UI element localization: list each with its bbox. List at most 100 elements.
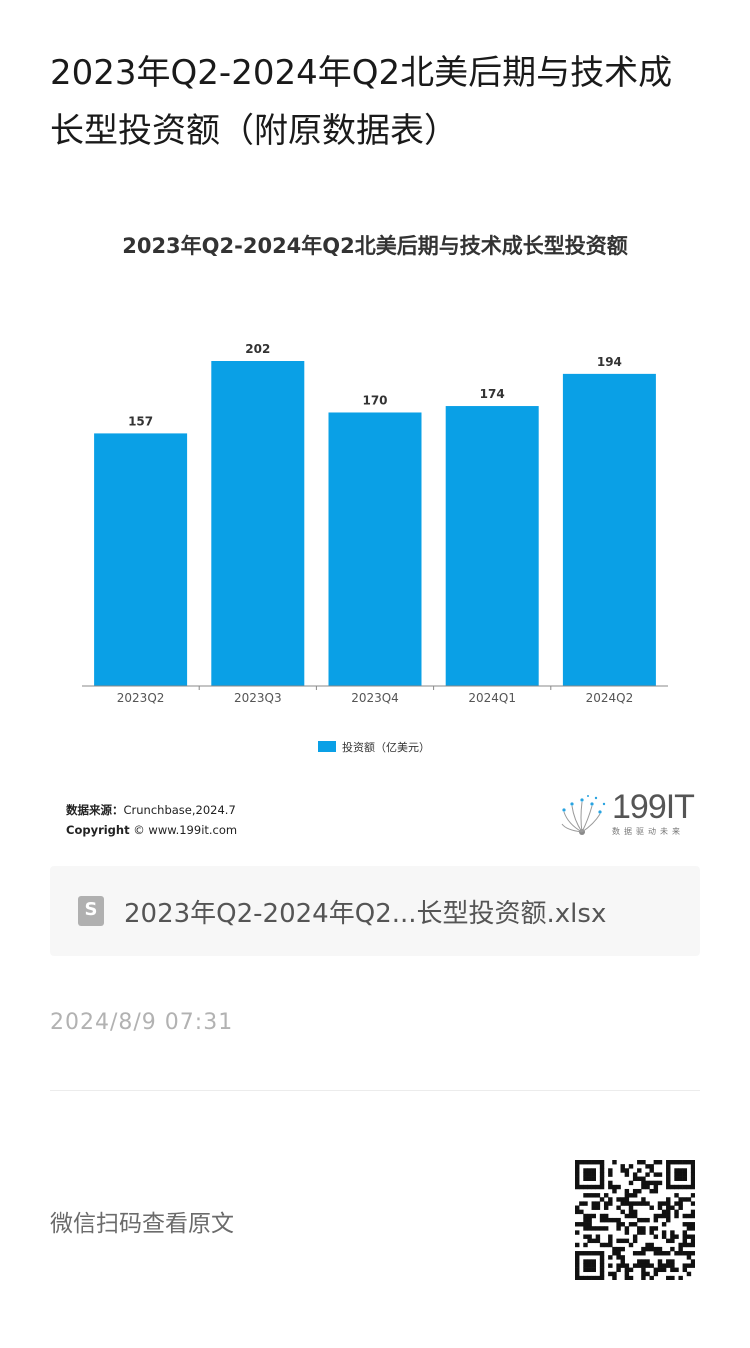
qr-module (591, 1226, 596, 1231)
qr-module (690, 1238, 695, 1244)
qr-module (616, 1238, 621, 1244)
qr-module (587, 1275, 592, 1280)
qr-module (653, 1234, 659, 1239)
qr-module (678, 1184, 683, 1190)
qr-module (612, 1275, 617, 1280)
chart-image[interactable]: 2023年Q2-2024年Q2北美后期与技术成长型投资额 157 2023Q2 20… (50, 200, 700, 860)
qr-module (583, 1201, 588, 1206)
qr-module (632, 1201, 638, 1206)
qr-module (653, 1267, 659, 1273)
qr-module (620, 1222, 625, 1227)
qr-module (690, 1168, 695, 1173)
qr-module (657, 1267, 663, 1273)
qr-module (616, 1205, 621, 1210)
qr-module (583, 1213, 588, 1219)
qr-module (678, 1251, 683, 1256)
qr-module (587, 1251, 592, 1256)
qr-module (666, 1180, 671, 1186)
qr-module (661, 1267, 667, 1273)
qr-module (583, 1234, 588, 1239)
qr-module (686, 1234, 692, 1239)
qr-module (649, 1246, 654, 1252)
qr-module (599, 1242, 605, 1248)
attachment-file[interactable]: S 2023年Q2-2024年Q2...长型投资额.xlsx (50, 866, 700, 956)
qr-module (670, 1234, 675, 1239)
qr-module (599, 1180, 605, 1186)
qr-module (661, 1251, 667, 1256)
qr-module (612, 1184, 617, 1190)
qr-module (661, 1263, 667, 1268)
qr-module (690, 1213, 695, 1219)
qr-module (645, 1259, 650, 1264)
qr-module (579, 1209, 584, 1215)
qr-module (583, 1222, 588, 1227)
qr-code[interactable] (575, 1160, 695, 1280)
qr-module (690, 1259, 695, 1264)
qr-module (583, 1275, 588, 1280)
qr-module (682, 1172, 688, 1177)
qr-module (612, 1160, 617, 1165)
qr-module (575, 1168, 580, 1173)
qr-module (608, 1217, 613, 1223)
qr-module (686, 1197, 692, 1202)
qr-module (678, 1275, 683, 1280)
qr-module (661, 1222, 667, 1227)
qr-module (624, 1238, 630, 1244)
qr-module (674, 1209, 679, 1215)
source-label: 数据来源： (66, 803, 124, 817)
x-tick-label-2023Q3: 2023Q3 (234, 691, 282, 705)
logo-subtitle: 数据驱动未来 (612, 827, 684, 836)
qr-module (587, 1172, 592, 1177)
qr-module (628, 1205, 634, 1210)
qr-module (628, 1242, 634, 1248)
qr-module (661, 1234, 667, 1239)
qr-module (686, 1271, 692, 1277)
qr-module (616, 1246, 621, 1252)
qr-module (587, 1217, 592, 1223)
qr-module (645, 1263, 650, 1268)
qr-module (624, 1201, 630, 1206)
qr-module (649, 1180, 654, 1186)
qr-module (595, 1193, 601, 1198)
qr-module (628, 1213, 634, 1219)
qr-module (583, 1226, 588, 1231)
qr-module (641, 1259, 646, 1264)
qr-module (690, 1263, 695, 1268)
logo-text: 199IT (612, 788, 695, 826)
qr-module (674, 1172, 679, 1177)
qr-module (620, 1255, 625, 1260)
data-label-2023Q4: 170 (362, 393, 387, 407)
qr-module (624, 1275, 630, 1280)
qr-module (632, 1222, 638, 1227)
qr-module (587, 1267, 592, 1273)
qr-module (608, 1242, 613, 1248)
qr-module (591, 1201, 596, 1206)
qr-module (591, 1238, 596, 1244)
qr-module (608, 1172, 613, 1177)
qr-module (612, 1188, 617, 1194)
qr-module (624, 1230, 630, 1235)
qr-module (686, 1251, 692, 1256)
qr-module (661, 1213, 667, 1219)
qr-module (686, 1263, 692, 1268)
qr-module (632, 1234, 638, 1239)
bar-2024Q2 (562, 373, 656, 686)
qr-module (624, 1213, 630, 1219)
qr-module (670, 1238, 675, 1244)
qr-module (670, 1267, 675, 1273)
qr-module (666, 1263, 671, 1268)
qr-module (678, 1176, 683, 1181)
qr-module (674, 1168, 679, 1173)
qr-module (657, 1201, 663, 1206)
qr-module (608, 1255, 613, 1260)
qr-module (670, 1230, 675, 1235)
qr-module (624, 1267, 630, 1273)
qr-module (575, 1263, 580, 1268)
qr-module (641, 1184, 646, 1190)
qr-module (682, 1251, 688, 1256)
publish-timestamp: 2024/8/9 07:31 (50, 1010, 234, 1035)
qr-module (579, 1251, 584, 1256)
qr-module (657, 1172, 663, 1177)
qr-module (637, 1201, 642, 1206)
qr-module (595, 1251, 601, 1256)
